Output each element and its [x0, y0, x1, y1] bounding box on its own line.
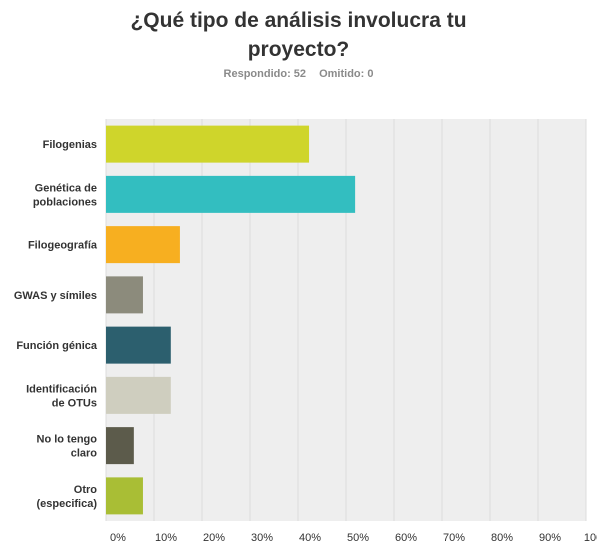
category-label: Identificación: [26, 383, 97, 395]
x-tick-label: 20%: [203, 532, 225, 544]
category-label: GWAS y símiles: [14, 290, 97, 302]
category-label: (especifica): [36, 498, 97, 510]
category-label: claro: [71, 448, 98, 460]
title-line-1: ¿Qué tipo de análisis involucra tu: [130, 9, 467, 32]
category-label: Filogenias: [43, 139, 97, 151]
x-tick-label: 0%: [110, 532, 126, 544]
category-label: Otro: [74, 484, 98, 496]
x-tick-label: 30%: [251, 532, 273, 544]
category-labels: Filogenias Genética de poblaciones Filogeog…: [14, 139, 98, 510]
category-label: Función génica: [16, 340, 98, 352]
category-label: No lo tengo: [37, 434, 98, 446]
bar: [106, 477, 143, 515]
title-line-2: proyecto?: [247, 38, 350, 61]
bar: [106, 276, 143, 314]
bar: [106, 326, 171, 364]
x-tick-label: 70%: [443, 532, 465, 544]
bars: [106, 125, 356, 515]
bar: [106, 226, 180, 264]
category-label: poblaciones: [33, 196, 97, 208]
x-tick-label: 60%: [395, 532, 417, 544]
bar: [106, 125, 310, 163]
category-label: Genética de: [35, 182, 97, 194]
x-tick-label: 40%: [299, 532, 321, 544]
category-label: de OTUs: [52, 397, 97, 409]
x-tick-label: 100%: [584, 532, 597, 544]
answered-count: Respondido: 52: [223, 68, 307, 80]
response-stats: Respondido: 52 Omitido: 0: [0, 68, 597, 80]
x-tick-label: 10%: [155, 532, 177, 544]
x-tick-label: 90%: [539, 532, 561, 544]
x-axis-ticks: 0% 10% 20% 30% 40% 50% 60% 70% 80% 90% 100%: [110, 532, 597, 544]
category-label: Filogeografía: [28, 240, 98, 252]
x-tick-label: 50%: [347, 532, 369, 544]
bar: [106, 427, 134, 465]
bar: [106, 175, 356, 213]
x-tick-label: 80%: [491, 532, 513, 544]
bar: [106, 376, 171, 414]
survey-question-title: ¿Qué tipo de análisis involucra tu proye…: [0, 6, 597, 64]
skipped-count: Omitido: 0: [319, 68, 374, 80]
